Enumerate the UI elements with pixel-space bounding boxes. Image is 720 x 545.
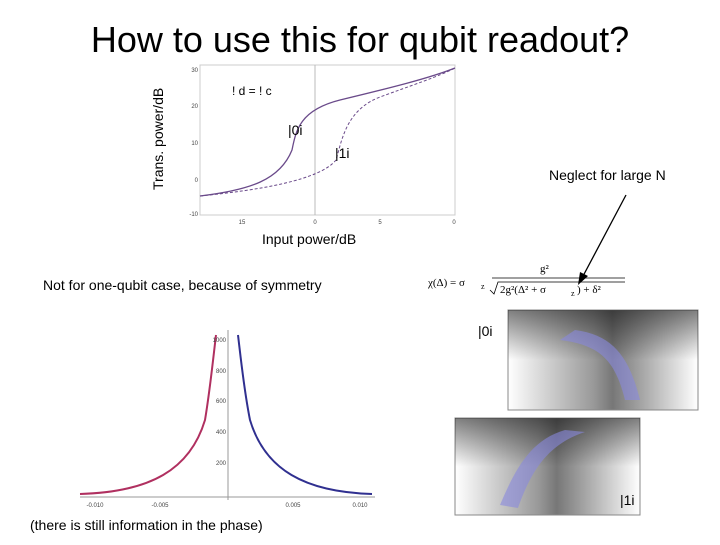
x-tick-label: 0.005: [285, 503, 301, 509]
curve-right: [237, 334, 373, 495]
top-plot: Trans. power/dB Input power/dB ! d = ! c…: [150, 64, 456, 247]
x-tick-label: 5: [378, 220, 382, 226]
band: [560, 330, 640, 400]
y-label: Trans. power/dB: [150, 88, 166, 190]
note: (there is still information in the phase…: [30, 517, 263, 533]
x-tick-label: -0.010: [86, 503, 104, 509]
formula-text: g²: [540, 263, 550, 275]
x-label: Input power/dB: [262, 231, 356, 247]
state-label: |1i: [620, 492, 635, 508]
y-tick-label: 0: [195, 178, 199, 184]
formula-text: ) + δ²: [577, 284, 602, 296]
annotation: ! d = ! c: [232, 84, 272, 98]
y-tick-label: 1000: [213, 338, 227, 344]
x-tick-label: -0.005: [151, 503, 169, 509]
state-label: |0i: [288, 122, 303, 138]
y-tick-label: 800: [216, 369, 227, 375]
plot-frame: [199, 64, 456, 216]
image-1: [454, 417, 641, 516]
formula-text: z: [481, 282, 485, 291]
y-tick-label: 600: [216, 399, 227, 405]
arrow: [581, 194, 627, 279]
curve-left: [79, 334, 217, 495]
curve-1: [199, 67, 456, 197]
curve-0: [199, 67, 456, 197]
x-tick-label: 15: [239, 220, 246, 226]
formula-text: 2g²(Δ² + σ: [500, 284, 546, 296]
y-tick-label: 400: [216, 430, 227, 436]
y-tick-label: 30: [191, 68, 198, 74]
x-tick-label: 0: [452, 220, 456, 226]
bottom-plot: 1000 800 600 400 200 -0.010 -0.005 0.005…: [79, 330, 375, 509]
image-0: [507, 309, 699, 411]
sqrt: [489, 281, 625, 295]
y-tick-label: 10: [191, 141, 198, 147]
y-tick-label: -10: [189, 212, 198, 218]
state-label: |0i: [478, 323, 493, 339]
x-tick-label: 0: [313, 220, 317, 226]
formula-text: z: [571, 289, 575, 298]
y-tick-label: 200: [216, 461, 227, 467]
title: How to use this for qubit readout?: [91, 19, 629, 60]
note: Neglect for large N: [549, 167, 666, 183]
note: Not for one-qubit case, because of symme…: [43, 277, 322, 293]
formula: χ(Δ) = σ z g² 2g²(Δ² + σ z ) + δ²: [427, 263, 625, 298]
image-shade: [455, 418, 640, 515]
y-tick-label: 20: [191, 104, 198, 110]
x-tick-label: 0.010: [352, 503, 368, 509]
formula-text: χ(Δ) = σ: [427, 277, 465, 289]
image-shade: [508, 310, 698, 410]
state-label: |1i: [335, 145, 350, 161]
band: [500, 430, 585, 508]
